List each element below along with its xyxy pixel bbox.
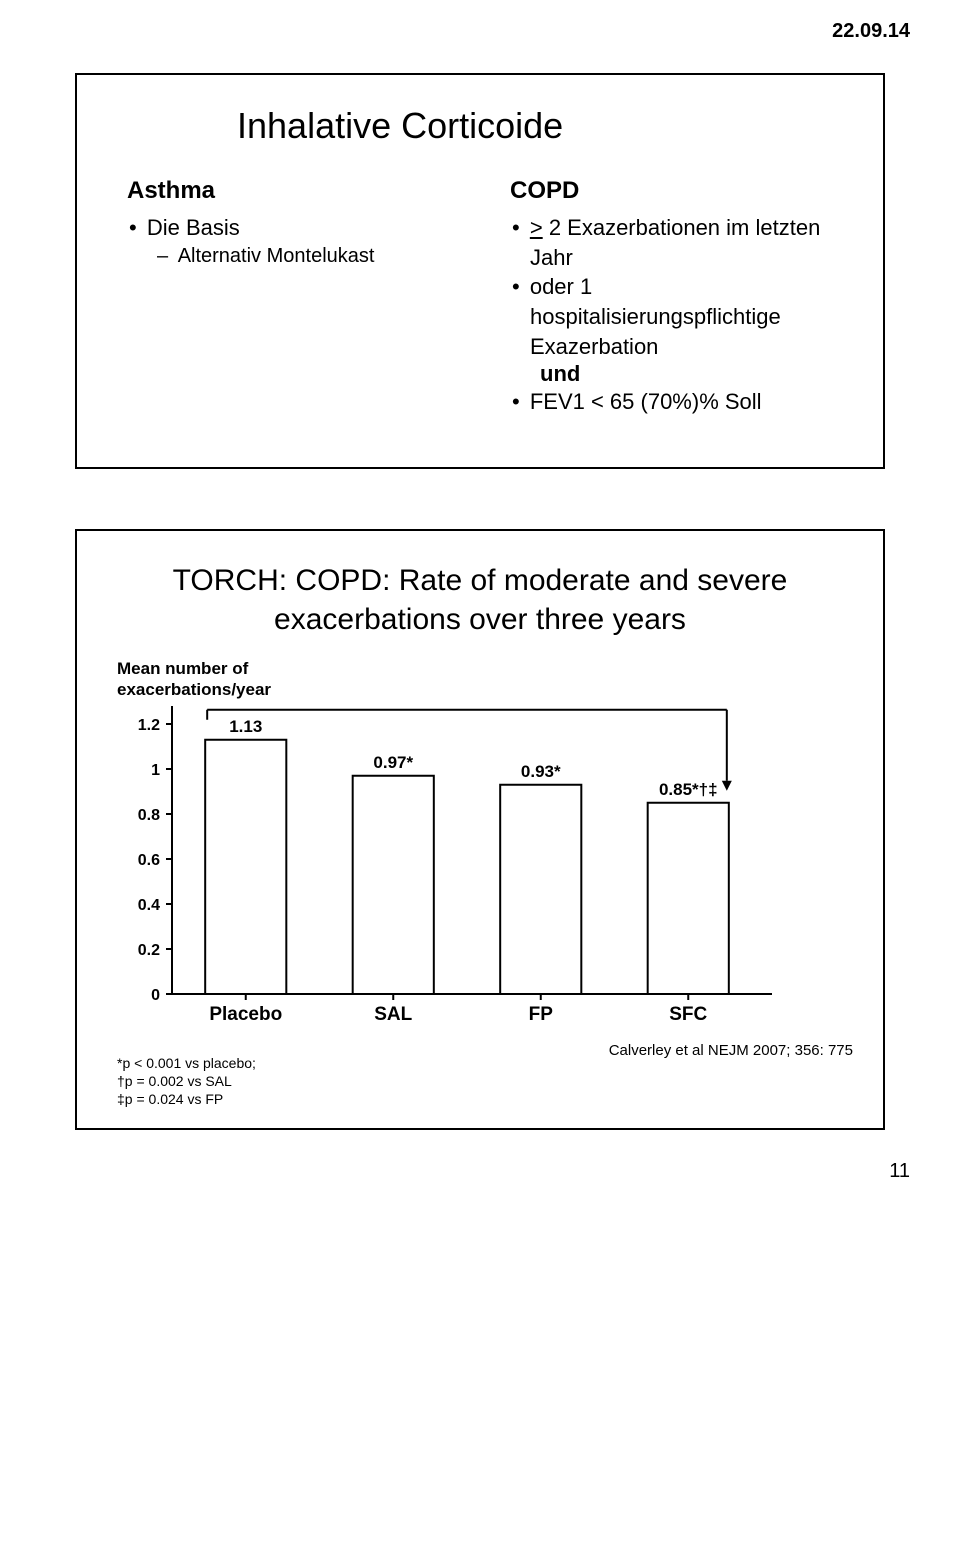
svg-text:0.4: 0.4	[138, 897, 160, 914]
panel-torch: TORCH: COPD: Rate of moderate and severe…	[75, 529, 885, 1130]
y-axis-label: Mean number of exacerbations/year	[117, 659, 853, 700]
svg-text:0: 0	[151, 987, 160, 1004]
footnote-2: †p = 0.002 vs SAL	[117, 1072, 256, 1090]
panel-inhalative: Inhalative Corticoide Asthma Die Basis A…	[75, 73, 885, 469]
svg-text:0.6: 0.6	[138, 852, 160, 869]
copd-head: COPD	[510, 177, 843, 205]
svg-text:FP: FP	[529, 1004, 554, 1025]
svg-text:SAL: SAL	[374, 1004, 412, 1025]
svg-text:0.93*: 0.93*	[521, 762, 561, 781]
svg-text:0.85*†‡: 0.85*†‡	[659, 780, 718, 799]
footnote-3: ‡p = 0.024 vs FP	[117, 1090, 256, 1108]
header-date: 22.09.14	[60, 20, 910, 43]
copd-b2: oder 1 hospitalisierungspflichtige Exaze…	[530, 272, 843, 361]
citation: Calverley et al NEJM 2007; 356: 775	[609, 1042, 853, 1059]
panel1-title: Inhalative Corticoide	[237, 105, 843, 147]
copd-b1: > 2 Exazerbationen im letzten Jahr	[530, 213, 843, 272]
svg-text:0.2: 0.2	[138, 942, 160, 959]
panel2-title: TORCH: COPD: Rate of moderate and severe…	[147, 561, 813, 639]
col-asthma: Asthma Die Basis Alternativ Montelukast	[127, 177, 460, 417]
svg-text:1.13: 1.13	[229, 717, 262, 736]
asthma-sub1: Alternativ Montelukast	[177, 243, 460, 270]
copd-b1-text: 2 Exazerbationen im letzten Jahr	[530, 215, 820, 270]
svg-text:Placebo: Placebo	[209, 1004, 282, 1025]
svg-text:25% reduction: 25% reduction	[405, 704, 528, 706]
svg-text:0.8: 0.8	[138, 807, 160, 824]
copd-b3: FEV1 < 65 (70%)% Soll	[530, 387, 843, 417]
asthma-head: Asthma	[127, 177, 460, 205]
svg-text:SFC: SFC	[669, 1004, 707, 1025]
footnote-1: *p < 0.001 vs placebo;	[117, 1054, 256, 1072]
copd-und: und	[540, 361, 843, 387]
footnotes: *p < 0.001 vs placebo; †p = 0.002 vs SAL…	[117, 1054, 256, 1109]
bar-chart: 0 0.2 0.4 0.6 0.8 1 1.2 1.13 Placebo 0.97* SAL 0.93…	[117, 704, 797, 1034]
page-number: 11	[60, 1160, 910, 1183]
svg-text:0.97*: 0.97*	[373, 753, 413, 772]
col-copd: COPD > 2 Exazerbationen im letzten Jahr …	[510, 177, 843, 417]
svg-text:1: 1	[151, 762, 160, 779]
svg-text:1.2: 1.2	[138, 717, 160, 734]
asthma-b1: Die Basis	[147, 213, 460, 243]
